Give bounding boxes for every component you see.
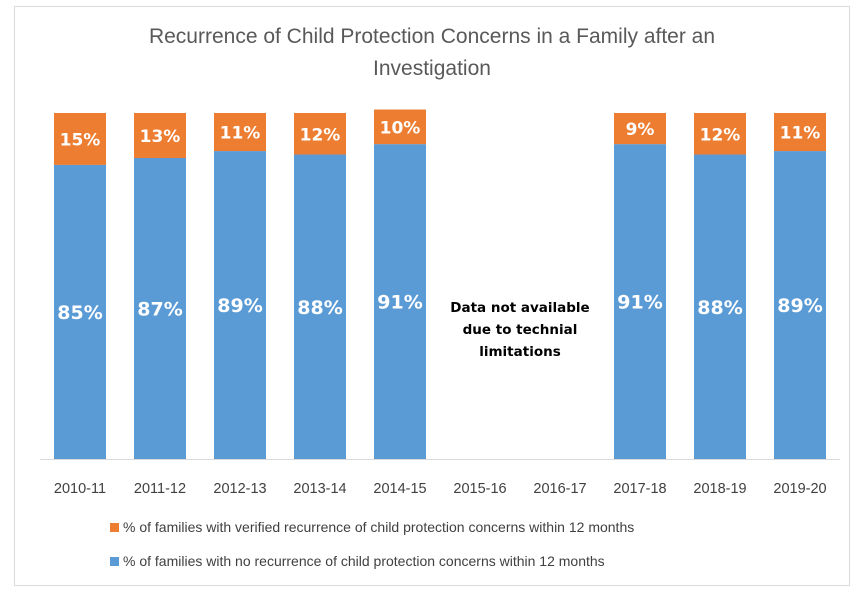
data-label-recurrence-2010-11: 15% (60, 130, 101, 150)
bar-recurrence-2018-19 (694, 113, 746, 155)
data-label-recurrence-2019-20: 11% (780, 124, 821, 144)
bar-recurrence-2019-20 (774, 113, 826, 152)
x-tick-label-2011-12: 2011-12 (134, 481, 186, 497)
chart-title-line-2: Investigation (373, 57, 491, 80)
bar-recurrence-2017-18 (614, 113, 666, 145)
data-label-no-recurrence-2011-12: 87% (137, 298, 182, 320)
data-label-recurrence-2018-19: 12% (700, 125, 741, 145)
data-label-recurrence-2013-14: 12% (300, 125, 341, 145)
data-label-no-recurrence-2010-11: 85% (57, 302, 102, 324)
bar-no-recurrence-2011-12 (134, 157, 186, 460)
bar-recurrence-2010-11 (54, 113, 106, 165)
data-label-recurrence-2011-12: 13% (140, 127, 181, 147)
chart-frame: Recurrence of Child Protection Concerns … (14, 6, 850, 586)
data-label-no-recurrence-2014-15: 91% (377, 292, 422, 314)
x-tick-label-2015-16: 2015-16 (453, 481, 506, 497)
annotation-data-not-available: Data not available due to technial limitat… (450, 300, 589, 360)
data-label-no-recurrence-2018-19: 88% (697, 297, 742, 319)
bar-no-recurrence-2018-19 (694, 154, 746, 459)
bar-recurrence-2011-12 (134, 113, 186, 158)
x-tick-label-2016-17: 2016-17 (533, 481, 586, 497)
bar-no-recurrence-2013-14 (294, 154, 346, 459)
data-label-no-recurrence-2013-14: 88% (297, 297, 342, 319)
bar-no-recurrence-2017-18 (614, 144, 666, 459)
bar-no-recurrence-2010-11 (54, 164, 106, 459)
x-tick-label-2012-13: 2012-13 (213, 481, 266, 497)
data-label-recurrence-2017-18: 9% (626, 120, 655, 140)
data-label-no-recurrence-2017-18: 91% (617, 292, 662, 314)
bar-recurrence-2012-13 (214, 113, 266, 152)
chart-title-line-1: Recurrence of Child Protection Concerns … (148, 25, 716, 48)
data-label-recurrence-2012-13: 11% (220, 124, 261, 144)
x-tick-label-2014-15: 2014-15 (373, 481, 426, 497)
legend-swatch-recurrence (110, 523, 119, 532)
legend-label-no-recurrence: % of families with no recurrence of chil… (123, 553, 605, 569)
data-label-no-recurrence-2019-20: 89% (777, 295, 822, 317)
x-tick-label-2017-18: 2017-18 (613, 481, 666, 497)
bar-no-recurrence-2012-13 (214, 151, 266, 459)
x-tick-label-2019-20: 2019-20 (773, 481, 826, 497)
stacked-bar-chart: 85% 15% 2010-11 87% 13% 2011-12 89% 11% 2012-13 8… (40, 109, 840, 569)
data-label-no-recurrence-2012-13: 89% (217, 295, 262, 317)
x-tick-label-2010-11: 2010-11 (54, 481, 106, 497)
data-label-recurrence-2014-15: 10% (380, 118, 421, 138)
x-tick-label-2013-14: 2013-14 (293, 481, 346, 497)
x-tick-label-2018-19: 2018-19 (693, 481, 746, 497)
bar-no-recurrence-2014-15 (374, 144, 426, 459)
legend-swatch-no-recurrence (110, 557, 119, 566)
bar-recurrence-2013-14 (294, 113, 346, 155)
legend-label-recurrence: % of families with verified recurrence o… (123, 519, 634, 535)
chart-title: Recurrence of Child Protection Concerns … (15, 21, 849, 85)
bar-no-recurrence-2019-20 (774, 151, 826, 459)
bar-recurrence-2014-15 (374, 109, 426, 145)
